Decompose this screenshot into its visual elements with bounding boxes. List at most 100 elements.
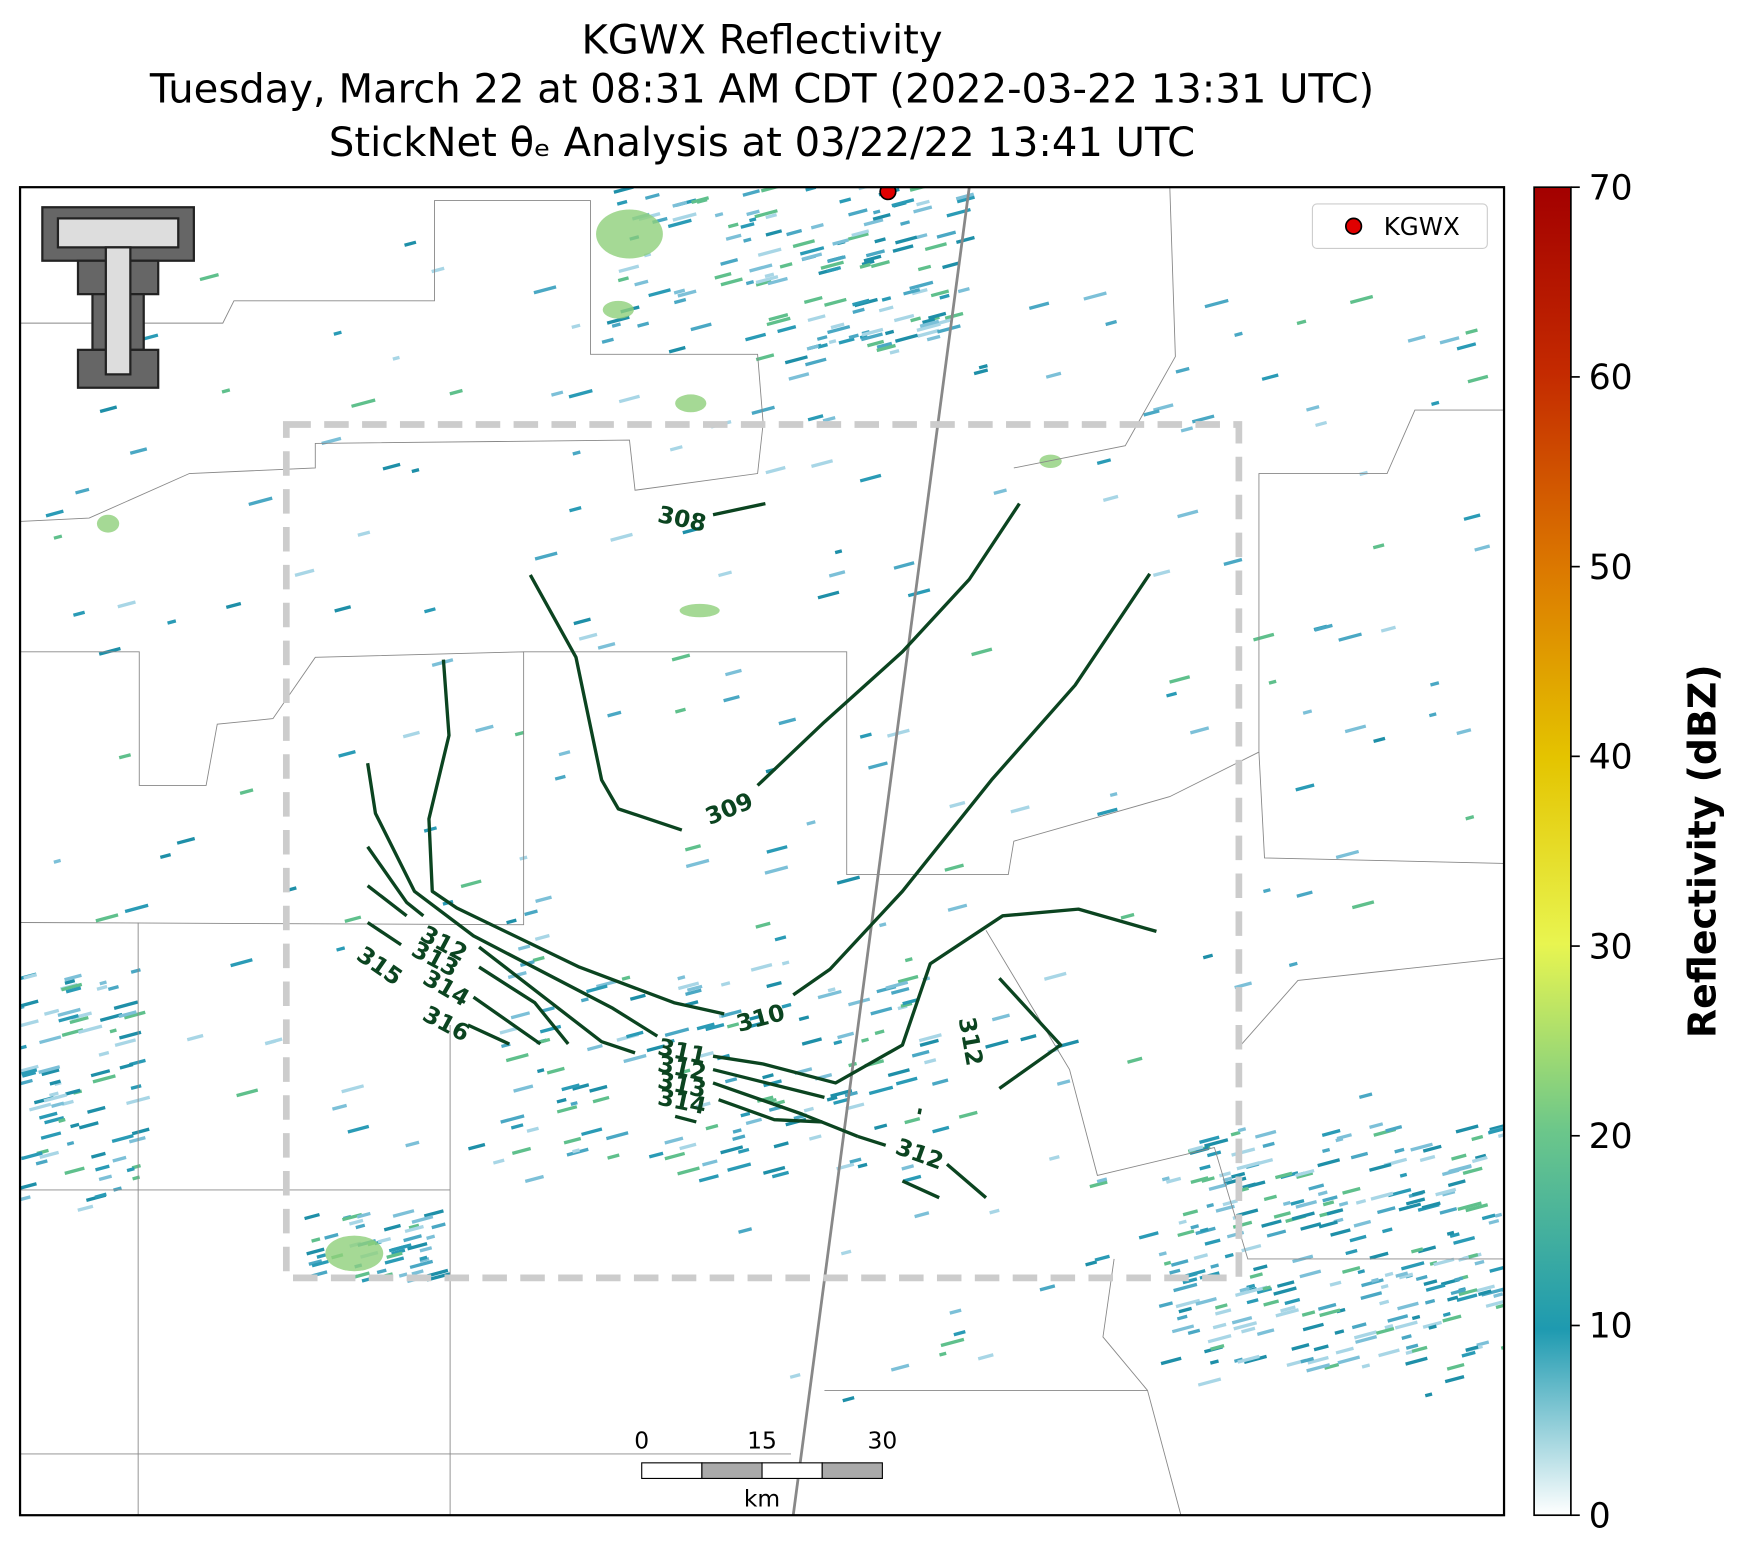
radar-echo	[1296, 319, 1307, 326]
radar-echo	[766, 316, 791, 327]
radar-echo	[1231, 1147, 1256, 1157]
radar-echo	[949, 1308, 962, 1315]
radar-echo	[132, 1175, 141, 1181]
radar-echo	[685, 858, 710, 869]
radar-echo	[977, 1353, 994, 1361]
radar-echo	[889, 348, 900, 355]
radar-echo	[1355, 1198, 1367, 1205]
radar-echo	[1236, 1161, 1261, 1171]
radar-echo	[955, 235, 975, 244]
radar-echo	[1338, 1201, 1349, 1207]
radar-echo	[1474, 1259, 1485, 1266]
radar-echo	[118, 753, 132, 760]
radar-echo	[333, 330, 342, 336]
contour-label: 312	[892, 1132, 947, 1175]
radar-echo	[1512, 1181, 1534, 1190]
colorbar-tick-label: 50	[1589, 548, 1633, 588]
radar-echo	[1506, 1199, 1524, 1207]
radar-echo	[1462, 1166, 1483, 1176]
radar-echo	[376, 1268, 387, 1275]
radar-echo	[878, 305, 894, 313]
radar-echo	[405, 1140, 420, 1148]
radar-echo	[677, 1166, 700, 1176]
radar-echo	[61, 1099, 74, 1107]
radar-echo	[773, 1141, 789, 1149]
radar-echo	[1509, 1205, 1519, 1211]
radar-echo	[1380, 625, 1396, 633]
radar-echo	[1182, 1277, 1198, 1285]
radar-echo	[1457, 1201, 1482, 1211]
radar-echo	[1249, 1272, 1263, 1279]
radar-echo	[900, 220, 911, 226]
radar-echo	[64, 973, 82, 982]
radar-echo	[325, 1235, 384, 1272]
radar-echo	[426, 1234, 436, 1240]
radar-echo	[664, 1151, 686, 1161]
radar-echo	[1456, 1293, 1478, 1302]
radar-echo	[705, 1123, 719, 1131]
radar-echo	[732, 1128, 742, 1134]
radar-echo	[1199, 1164, 1211, 1171]
radar-echo	[506, 918, 517, 925]
radar-echo	[602, 300, 634, 319]
radar-echo	[1373, 736, 1386, 744]
contour-line	[366, 921, 823, 1124]
radar-echo	[1394, 1320, 1418, 1330]
radar-echo	[672, 212, 697, 222]
radar-echo	[475, 724, 494, 733]
radar-echo	[1109, 791, 1118, 798]
radar-echo	[884, 329, 895, 336]
radar-echo	[78, 1121, 99, 1130]
radar-echo	[1405, 1349, 1414, 1355]
radar-echo	[617, 276, 629, 283]
radar-echo	[1384, 1323, 1394, 1330]
colorbar-tick-label: 20	[1589, 1117, 1633, 1157]
radar-echo	[377, 1236, 392, 1244]
radar-echo	[762, 1165, 786, 1175]
radar-echo	[1415, 1274, 1428, 1282]
radar-echo	[783, 178, 794, 184]
radar-echo	[765, 229, 783, 237]
radar-echo	[745, 280, 755, 286]
radar-echo	[1204, 298, 1229, 309]
radar-echo	[596, 209, 663, 259]
radar-echo	[98, 646, 121, 656]
radar-echo	[1458, 1288, 1478, 1297]
radar-echo	[724, 668, 742, 677]
radar-echo	[720, 277, 743, 287]
radar-echo	[344, 915, 362, 923]
radar-echo	[881, 296, 892, 302]
radar-echo	[341, 1212, 363, 1222]
radar-echo	[914, 1211, 930, 1219]
radar-echo	[1262, 888, 1271, 894]
radar-echo	[1234, 331, 1243, 337]
radar-echo	[740, 1111, 751, 1118]
radar-echo	[742, 189, 760, 197]
radar-echo	[848, 208, 868, 217]
radar-echo	[1358, 1092, 1373, 1100]
radar-echo	[1410, 1142, 1433, 1152]
radar-echo	[1160, 1356, 1182, 1366]
radar-echo	[956, 195, 975, 204]
radar-echo	[718, 570, 733, 578]
radar-echo	[1461, 1350, 1476, 1358]
radar-echo	[827, 987, 836, 993]
radar-echo	[546, 1066, 565, 1075]
radar-echo	[903, 1174, 922, 1183]
radar-echo	[23, 973, 38, 980]
radar-echo	[1308, 1183, 1325, 1191]
radar-echo	[677, 289, 697, 298]
radar-echo	[777, 324, 797, 334]
radar-echo	[1056, 1079, 1071, 1086]
radar-echo	[939, 293, 950, 300]
radar-echo	[626, 1030, 644, 1039]
contour-label: 308	[655, 500, 709, 538]
radar-echo	[1253, 632, 1275, 642]
radar-echo	[1317, 1158, 1341, 1168]
radar-echo	[872, 212, 891, 221]
radar-echo	[49, 1091, 59, 1098]
radar-echo	[1360, 1291, 1383, 1300]
radar-echo	[1262, 1285, 1272, 1291]
radar-echo	[1256, 1328, 1275, 1336]
radar-echo	[58, 1117, 66, 1123]
